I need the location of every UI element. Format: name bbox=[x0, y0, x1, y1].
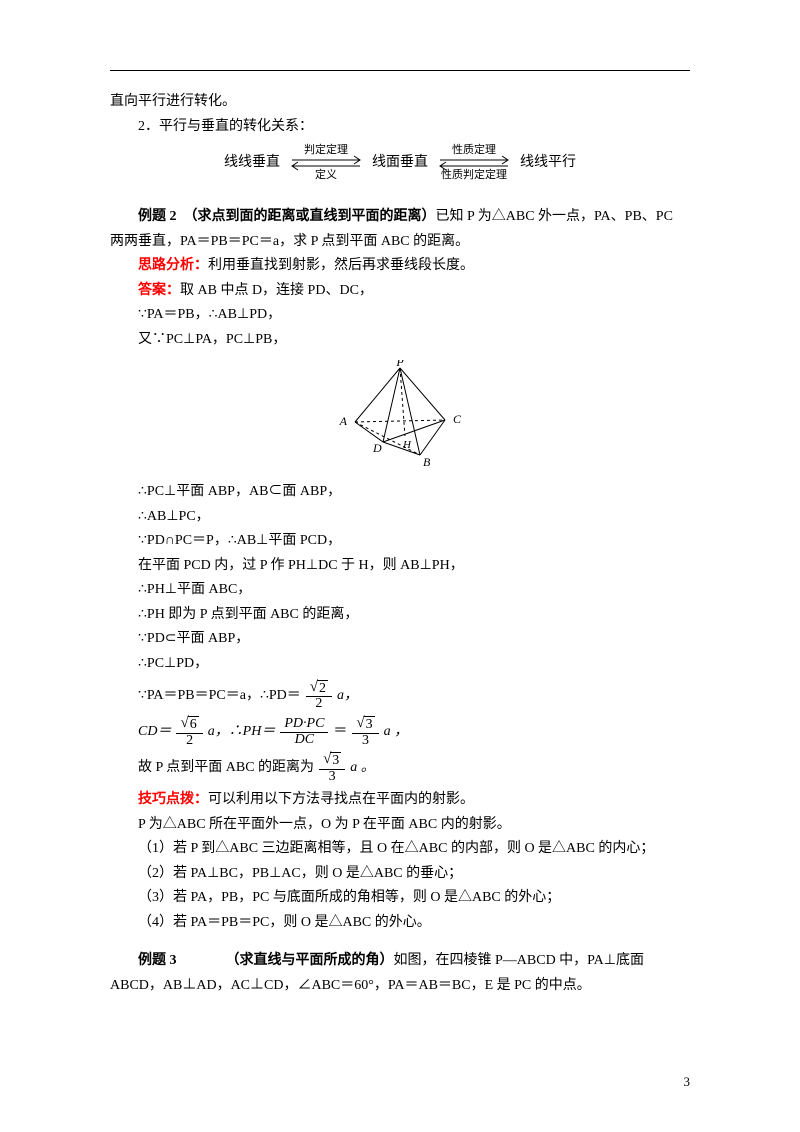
eq3-post: a 。 bbox=[350, 756, 375, 781]
example2-answer: 答案：取 AB 中点 D，连接 PD、DC， bbox=[110, 279, 690, 304]
diagram-arrow-2: 性质定理 性质判定定理 bbox=[432, 145, 516, 181]
eq2-cd-pre: CD＝ bbox=[138, 720, 171, 745]
eq2-ph-den: DC bbox=[291, 733, 318, 748]
fig-label-P: P bbox=[395, 360, 404, 369]
eq2-ph-num: PD·PC bbox=[280, 717, 328, 732]
eq2-ph-frac: PD·PC DC bbox=[280, 717, 328, 747]
tips-text: 可以利用以下方法寻找点在平面内的射影。 bbox=[208, 792, 474, 807]
example2-step-b5: ∴PH 即为 P 点到平面 ABC 的距离， bbox=[110, 603, 690, 628]
example2-tips: 技巧点拨：可以利用以下方法寻找点在平面内的射影。 bbox=[110, 788, 690, 813]
fig-label-B: B bbox=[423, 455, 431, 469]
fig-label-A: A bbox=[339, 414, 348, 428]
eq2-r-post: a ， bbox=[384, 720, 409, 745]
eq2-cd-num: 6 bbox=[188, 716, 199, 732]
arrow1-bot-label: 定义 bbox=[315, 170, 337, 182]
tips-line-2: （2）若 PA⊥BC，PB⊥AC，则 O 是△ABC 的垂心； bbox=[110, 862, 690, 887]
example2-title-bold: 例题 2 （求点到面的距离或直线到平面的距离） bbox=[138, 209, 436, 224]
eq2-r-num: 3 bbox=[364, 716, 375, 732]
example2-step-a1: 又∵PC⊥PA，PC⊥PB， bbox=[110, 328, 690, 353]
fig-label-C: C bbox=[453, 412, 462, 426]
example2-step-b4: ∴PH⊥平面 ABC， bbox=[110, 578, 690, 603]
example2-eq2: CD＝ √6 2 a，∴PH＝ PD·PC DC ＝ √3 3 a ， bbox=[110, 716, 690, 748]
example2-step-b2: ∵PD∩PC＝P，∴AB⊥平面 PCD， bbox=[110, 529, 690, 554]
header-rule bbox=[110, 70, 690, 71]
eq2-cd-den: 2 bbox=[182, 734, 197, 749]
example3-prefix: 例题 3 bbox=[138, 953, 177, 968]
example2-step-b1: ∴AB⊥PC， bbox=[110, 505, 690, 530]
eq2-r-frac: √3 3 bbox=[352, 716, 378, 748]
answer-text: 取 AB 中点 D，连接 PD、DC， bbox=[180, 283, 373, 298]
fig-label-D: D bbox=[372, 441, 382, 455]
analysis-text: 利用垂直找到射影，然后再求垂线段长度。 bbox=[208, 258, 474, 273]
relation-diagram: 线线垂直 判定定理 定义 线面垂直 性质定理 性质判定定理 线线平行 bbox=[110, 145, 690, 181]
answer-label: 答案： bbox=[138, 283, 180, 298]
diagram-node-2: 线面垂直 bbox=[372, 151, 428, 176]
example2-figure: P A C B D H bbox=[110, 360, 690, 470]
diagram-arrow-1: 判定定理 定义 bbox=[284, 145, 368, 181]
example2-eq1: ∵PA＝PB＝PC＝a，∴PD＝ √2 2 a， bbox=[110, 680, 690, 712]
example2-step-b7: ∴PC⊥PD， bbox=[110, 652, 690, 677]
example2-step-b3: 在平面 PCD 内，过 P 作 PH⊥DC 于 H，则 AB⊥PH， bbox=[110, 554, 690, 579]
eq1-frac: √2 2 bbox=[306, 680, 332, 712]
tips-line-3: （3）若 PA，PB，PC 与底面所成的角相等，则 O 是△ABC 的外心； bbox=[110, 886, 690, 911]
eq2-r-den: 3 bbox=[358, 734, 373, 749]
eq1-pre: ∵PA＝PB＝PC＝a，∴PD＝ bbox=[138, 684, 301, 709]
example3-bold: （求直线与平面所成的角） bbox=[233, 953, 394, 968]
eq2-eq: ＝ bbox=[333, 720, 347, 745]
example3-title: 例题 3 （求直线与平面所成的角）如图，在四棱锥 P—ABCD 中，PA⊥底面 … bbox=[110, 949, 690, 998]
page-number: 3 bbox=[684, 1071, 691, 1094]
eq1-post: a， bbox=[337, 684, 358, 709]
example2-step-b0: ∴PC⊥平面 ABP，AB⊂面 ABP， bbox=[110, 480, 690, 505]
example2-step-b6: ∵PD⊂平面 ABP， bbox=[110, 627, 690, 652]
example2-title: 例题 2 （求点到面的距离或直线到平面的距离）已知 P 为△ABC 外一点，PA… bbox=[110, 205, 690, 254]
arrow2-bot-label: 性质判定定理 bbox=[441, 170, 507, 182]
tips-line-0: P 为△ABC 所在平面外一点，O 为 P 在平面 ABC 内的射影。 bbox=[110, 813, 690, 838]
eq3-num: 3 bbox=[330, 752, 341, 768]
example2-eq3: 故 P 点到平面 ABC 的距离为 √3 3 a 。 bbox=[110, 752, 690, 784]
eq2-cd-frac: √6 2 bbox=[176, 716, 202, 748]
example2-step-a0: ∵PA＝PB，∴AB⊥PD， bbox=[110, 303, 690, 328]
eq2-cd-post: a，∴PH＝ bbox=[208, 720, 276, 745]
eq3-pre: 故 P 点到平面 ABC 的距离为 bbox=[138, 756, 314, 781]
eq1-den: 2 bbox=[311, 697, 326, 712]
intro-line-2: 2．平行与垂直的转化关系： bbox=[110, 115, 690, 140]
diagram-node-3: 线线平行 bbox=[520, 151, 576, 176]
analysis-label: 思路分析： bbox=[138, 258, 208, 273]
tips-line-1: （1）若 P 到△ABC 三边距离相等，且 O 在△ABC 的内部，则 O 是△… bbox=[110, 837, 690, 862]
intro-line-1: 直向平行进行转化。 bbox=[110, 90, 690, 115]
fig-label-H: H bbox=[402, 439, 412, 451]
eq3-frac: √3 3 bbox=[319, 752, 345, 784]
eq1-num: 2 bbox=[317, 680, 328, 696]
example2-analysis: 思路分析：利用垂直找到射影，然后再求垂线段长度。 bbox=[110, 254, 690, 279]
eq3-den: 3 bbox=[325, 770, 340, 785]
tips-line-4: （4）若 PA＝PB＝PC，则 O 是△ABC 的外心。 bbox=[110, 911, 690, 936]
diagram-node-1: 线线垂直 bbox=[224, 151, 280, 176]
tips-label: 技巧点拨： bbox=[138, 792, 208, 807]
